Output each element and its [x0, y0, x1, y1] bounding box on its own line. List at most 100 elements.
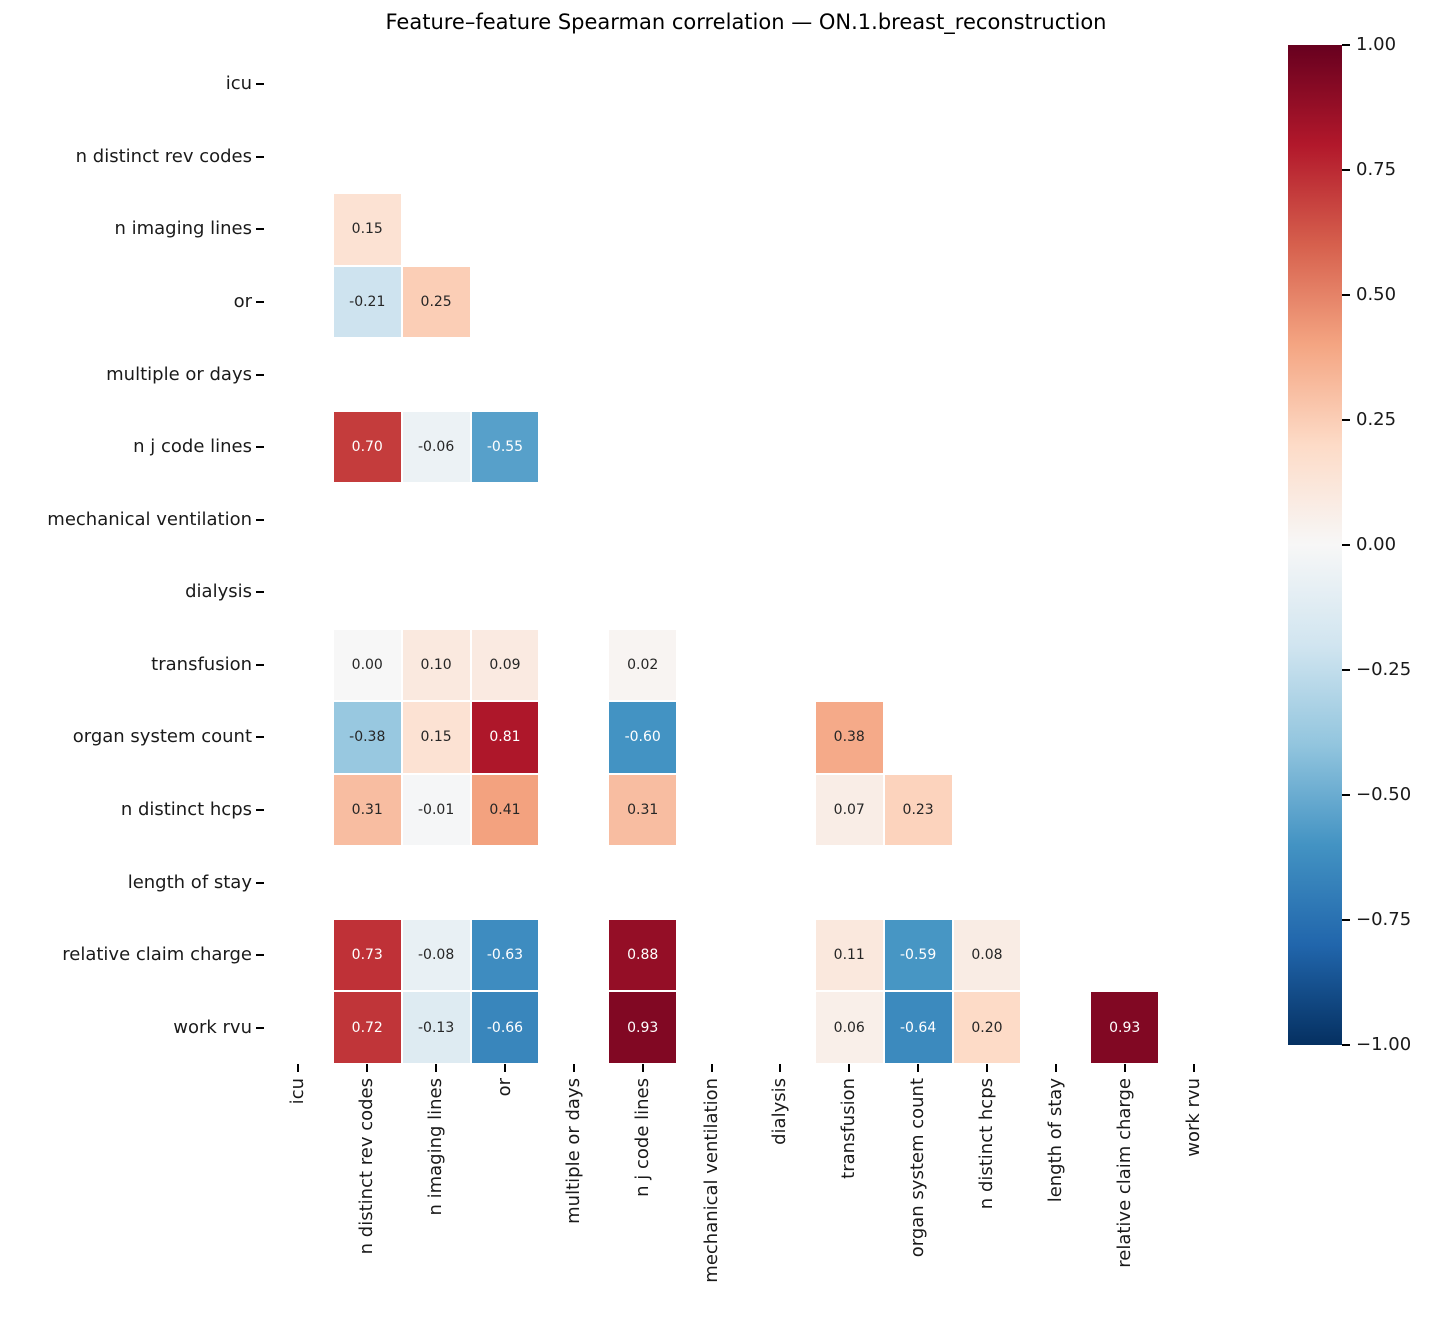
heatmap-cell: -0.64 [883, 991, 953, 1064]
heatmap-cell: 0.72 [332, 991, 402, 1064]
chart-title: Feature–feature Spearman correlation — O… [385, 10, 1107, 34]
colorbar-tick [1342, 919, 1350, 921]
y-axis-label: multiple or days [106, 363, 252, 385]
y-axis-tick [256, 228, 264, 231]
heatmap-cell: 0.25 [401, 265, 471, 339]
heatmap-cell: -0.21 [332, 265, 402, 339]
y-axis-label: mechanical ventilation [47, 508, 252, 530]
x-axis-tick [1192, 1064, 1195, 1072]
y-axis-label: n distinct rev codes [75, 145, 252, 167]
y-axis-label: relative claim charge [62, 944, 252, 966]
x-axis-label: n distinct rev codes [356, 1078, 378, 1255]
x-axis-label: length of stay [1044, 1078, 1066, 1203]
x-axis-tick [779, 1064, 782, 1072]
y-axis-tick [256, 809, 264, 811]
heatmap-cell: -0.60 [608, 701, 678, 774]
y-axis-label: transfusion [151, 653, 252, 675]
heatmap-cell: -0.59 [883, 918, 953, 992]
heatmap-cell: 0.70 [332, 410, 402, 484]
colorbar-tick-label: −1.00 [1356, 1034, 1412, 1055]
heatmap-cell: -0.13 [401, 991, 471, 1064]
x-axis-label: multiple or days [562, 1078, 584, 1224]
heatmap-cell: 0.41 [470, 773, 540, 847]
x-axis-tick [435, 1064, 438, 1072]
x-axis-tick [986, 1064, 988, 1072]
heatmap-cell: 0.15 [401, 701, 471, 774]
heatmap-cell: 0.08 [952, 918, 1022, 992]
colorbar-tick [1342, 419, 1350, 421]
heatmap-cell: -0.66 [470, 991, 540, 1064]
x-axis-label: n j code lines [631, 1078, 653, 1197]
x-axis-tick [710, 1064, 713, 1072]
heatmap-cell: 0.88 [608, 918, 678, 992]
x-axis-label: transfusion [838, 1078, 860, 1179]
y-axis-label: dialysis [185, 581, 252, 603]
x-axis-tick [917, 1064, 920, 1072]
heatmap-cell: 0.11 [814, 918, 884, 992]
heatmap-cell: 0.73 [332, 918, 402, 992]
y-axis-tick [256, 301, 264, 303]
y-axis-label: work rvu [173, 1016, 252, 1038]
y-axis-tick [256, 954, 264, 957]
y-axis-tick [256, 83, 264, 86]
colorbar-tick-label: −0.50 [1356, 784, 1412, 805]
colorbar-tick-label: 1.00 [1356, 34, 1397, 55]
heatmap-cell: 0.93 [608, 991, 678, 1064]
colorbar-tick [1342, 44, 1350, 46]
colorbar-tick-label: 0.50 [1356, 284, 1397, 305]
y-axis-tick [256, 518, 264, 521]
heatmap-cell: -0.01 [401, 773, 471, 847]
heatmap-cell: 0.31 [332, 773, 402, 847]
colorbar-tick [1342, 1044, 1350, 1046]
y-axis-tick [256, 881, 264, 884]
y-axis-tick [256, 1026, 264, 1029]
heatmap-cell: -0.08 [401, 918, 471, 992]
x-axis-tick [572, 1064, 575, 1072]
heatmap-plot-area: 0.15 -0.21 0.25 0.70 -0.06 -0.55 0.00 0.10 0.09 0… [264, 48, 1228, 1064]
y-axis-label: length of stay [127, 871, 252, 893]
x-axis-label: n imaging lines [425, 1078, 447, 1216]
colorbar-tick [1342, 669, 1350, 671]
heatmap-cell: 0.06 [814, 991, 884, 1064]
colorbar-tick [1342, 794, 1350, 796]
x-axis-label: dialysis [769, 1078, 791, 1145]
x-axis-tick [504, 1064, 506, 1072]
x-axis-label: work rvu [1182, 1078, 1204, 1157]
heatmap-cell: 0.00 [332, 628, 402, 702]
x-axis-tick [1123, 1064, 1126, 1072]
heatmap-cell: 0.38 [814, 701, 884, 774]
y-axis-tick [256, 446, 264, 449]
colorbar-tick [1342, 294, 1350, 296]
colorbar-tick-label: −0.25 [1356, 659, 1412, 680]
colorbar-tick [1342, 544, 1350, 546]
heatmap-cell: 0.10 [401, 628, 471, 702]
x-axis-tick [297, 1064, 300, 1072]
colorbar [1288, 45, 1342, 1045]
x-axis-tick [366, 1064, 369, 1072]
y-axis-label: icu [225, 73, 252, 95]
colorbar-tick-label: 0.75 [1356, 159, 1397, 180]
x-axis-label: mechanical ventilation [700, 1078, 722, 1283]
x-axis-label: or [494, 1078, 515, 1097]
y-axis-label: n imaging lines [114, 218, 252, 240]
heatmap-cell: 0.07 [814, 773, 884, 847]
colorbar-tick [1342, 169, 1350, 171]
heatmap-cell: -0.06 [401, 410, 471, 484]
heatmap-cell: 0.02 [608, 628, 678, 702]
x-axis-label: n distinct hcps [976, 1078, 997, 1210]
x-axis-label: icu [287, 1078, 309, 1105]
y-axis-label: n distinct hcps [120, 799, 252, 820]
colorbar-tick-label: 0.25 [1356, 409, 1397, 430]
y-axis-tick [256, 155, 264, 158]
heatmap-cell: 0.20 [952, 991, 1022, 1064]
heatmap-cell: -0.38 [332, 701, 402, 774]
heatmap-cell: 0.31 [608, 773, 678, 847]
y-axis-tick [256, 663, 264, 666]
heatmap-cell: 0.93 [1090, 991, 1160, 1064]
y-axis-label: organ system count [72, 726, 252, 748]
y-axis-label: or [233, 291, 252, 312]
heatmap-cell: -0.63 [470, 918, 540, 992]
colorbar-tick-label: −0.75 [1356, 909, 1412, 930]
x-axis-tick [1054, 1064, 1057, 1072]
